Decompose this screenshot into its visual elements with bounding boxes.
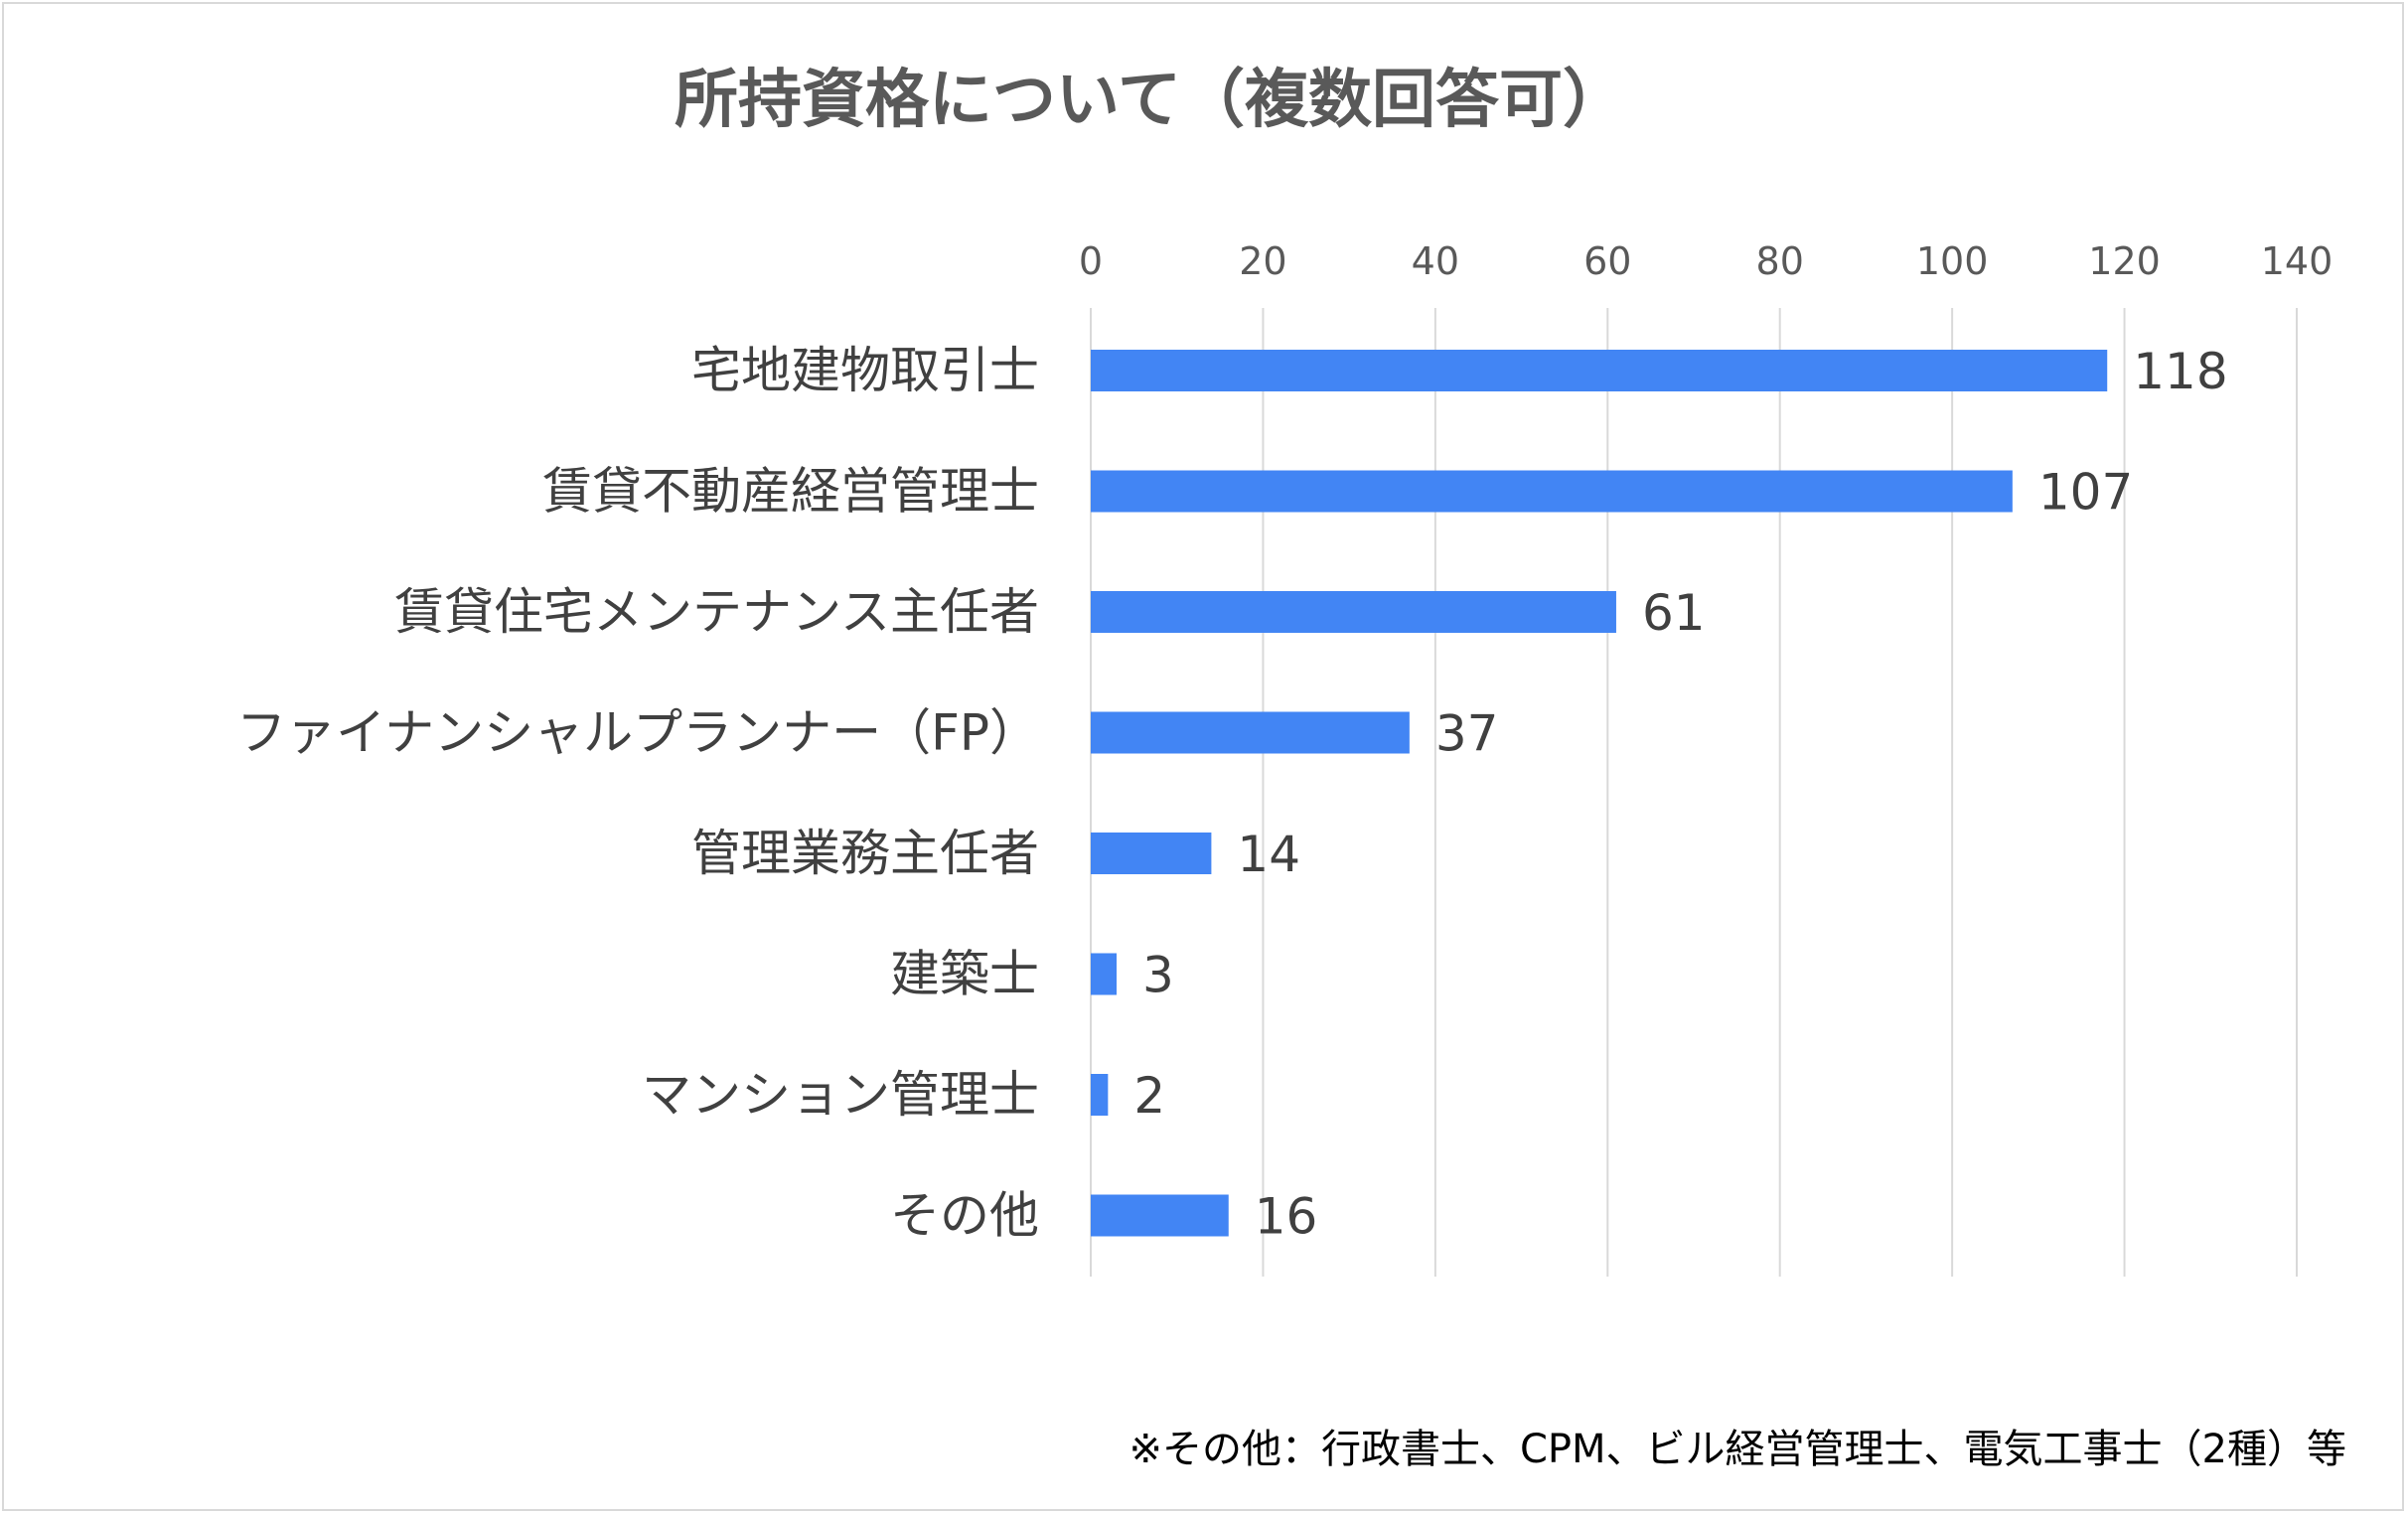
bar xyxy=(1091,1194,1229,1237)
data-label: 37 xyxy=(1435,705,1499,763)
category-label: 賃貸不動産経営管理士 xyxy=(542,463,1039,521)
data-label: 107 xyxy=(2038,464,2133,522)
category-label: 賃貸住宅メンテナンス主任者 xyxy=(394,583,1039,641)
x-tick-label: 40 xyxy=(1412,239,1459,283)
x-tick-label: 20 xyxy=(1239,239,1286,283)
x-tick-label: 140 xyxy=(2261,239,2333,283)
data-labels: 118 107 61 37 14 3 2 16 xyxy=(1133,343,2227,1246)
bar xyxy=(1091,591,1616,633)
x-tick-label: 0 xyxy=(1079,239,1103,283)
data-label: 118 xyxy=(2133,343,2227,400)
data-label: 61 xyxy=(1642,584,1706,642)
bar xyxy=(1091,833,1212,874)
x-axis-ticks: 0 20 40 60 80 100 120 140 xyxy=(1079,239,2333,283)
data-label: 2 xyxy=(1133,1067,1165,1125)
category-labels: 宅地建物取引士賃貸不動産経営管理士賃貸住宅メンテナンス主任者ファイナンシャルプラ… xyxy=(236,342,1039,1245)
x-tick-label: 100 xyxy=(1916,239,1989,283)
category-label: ファイナンシャルプランナー（FP） xyxy=(236,704,1039,762)
chart-title: 所持資格について（複数回答可） xyxy=(675,64,1626,137)
category-label: 宅地建物取引士 xyxy=(691,342,1039,399)
bar xyxy=(1091,470,2013,513)
x-tick-label: 120 xyxy=(2088,239,2161,283)
data-label: 16 xyxy=(1255,1188,1318,1246)
x-tick-label: 80 xyxy=(1756,239,1804,283)
bars xyxy=(1091,350,2108,1237)
x-tick-label: 60 xyxy=(1583,239,1631,283)
category-label: 管理業務主任者 xyxy=(691,825,1039,882)
bar xyxy=(1091,350,2108,391)
bar xyxy=(1091,953,1118,995)
category-label: マンション管理士 xyxy=(642,1066,1039,1124)
footnote: ※その他：行政書士、CPM、ビル経営管理士、電気工事士（2種）等 xyxy=(1129,1427,2346,1472)
category-label: 建築士 xyxy=(890,946,1039,1003)
bar xyxy=(1091,1074,1109,1116)
gridlines xyxy=(1090,308,2298,1277)
bar xyxy=(1091,711,1410,754)
data-label: 3 xyxy=(1142,947,1174,1004)
category-label: その他 xyxy=(890,1187,1039,1245)
data-label: 14 xyxy=(1237,826,1300,883)
